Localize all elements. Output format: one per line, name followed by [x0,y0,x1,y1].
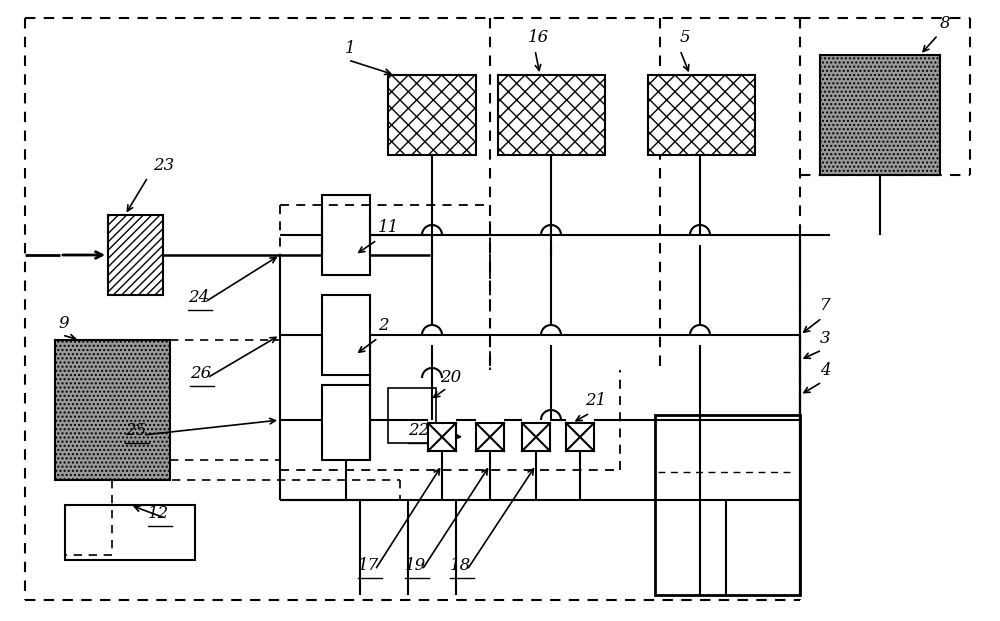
Text: 24: 24 [188,289,209,306]
Text: 20: 20 [440,369,461,386]
Bar [566,423,594,451]
Bar [498,75,605,155]
Bar [65,505,195,560]
Bar [658,418,797,592]
Text: 26: 26 [190,365,211,382]
Bar [522,423,550,451]
Text: 22: 22 [408,422,429,439]
Bar [322,295,370,375]
Text: 25: 25 [125,422,146,439]
Text: 19: 19 [405,557,426,574]
Bar [55,340,170,480]
Text: 7: 7 [820,297,831,314]
Text: 8: 8 [940,15,951,32]
Bar [655,415,800,595]
Text: 18: 18 [450,557,471,574]
Bar [476,423,504,451]
Text: 9: 9 [58,315,69,332]
Text: 12: 12 [148,505,169,522]
Text: 4: 4 [820,362,831,379]
Text: 17: 17 [358,557,379,574]
Bar [322,195,370,275]
Text: 21: 21 [585,392,606,409]
Text: 23: 23 [153,157,174,174]
Bar [388,388,436,443]
Text: 5: 5 [680,29,691,46]
Bar [428,423,456,451]
Text: 2: 2 [378,317,389,334]
Text: 11: 11 [378,219,399,236]
Bar [820,55,940,175]
Text: 1: 1 [345,40,356,57]
Bar [388,75,476,155]
Text: 3: 3 [820,330,831,347]
Bar [648,75,755,155]
Bar [108,215,163,295]
Text: 16: 16 [528,29,549,46]
Bar [322,385,370,460]
